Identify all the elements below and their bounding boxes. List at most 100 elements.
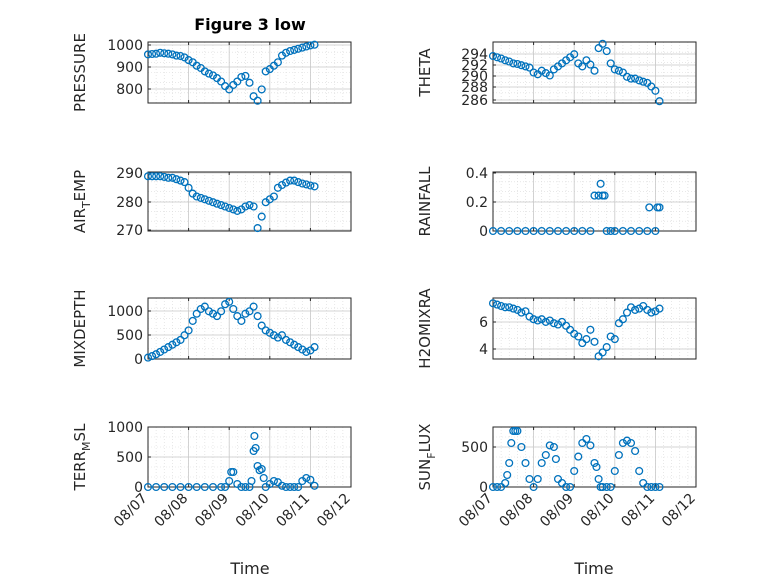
- data-point: [488, 51, 498, 61]
- data-point: [160, 172, 169, 181]
- y-tick-label: 0: [479, 480, 488, 496]
- data-point: [229, 205, 238, 214]
- data-point: [286, 338, 295, 347]
- data-point: [286, 176, 295, 185]
- data-point: [152, 49, 161, 58]
- data-point: [148, 352, 157, 361]
- data-point: [566, 482, 575, 492]
- data-point: [602, 482, 611, 492]
- data-point: [277, 481, 287, 490]
- data-point: [590, 191, 599, 200]
- data-point: [505, 226, 514, 236]
- data-point: [241, 71, 250, 80]
- data-point: [143, 353, 153, 362]
- data-point: [204, 69, 213, 78]
- y-tick-label: 900: [116, 60, 143, 76]
- data-point: [225, 297, 234, 306]
- data-point: [570, 226, 579, 236]
- y-axis-label: TERRMSL: [71, 423, 93, 492]
- y-tick-label: 270: [116, 223, 143, 239]
- data-point: [298, 179, 307, 188]
- major-grid: [493, 298, 696, 359]
- data-point: [294, 44, 303, 53]
- axes-box: [492, 41, 697, 104]
- data-point: [180, 178, 189, 187]
- data-point: [553, 226, 563, 236]
- data-point: [253, 312, 262, 321]
- data-point: [229, 467, 238, 477]
- data-point: [602, 343, 611, 352]
- data-point: [168, 340, 177, 349]
- major-grid: [148, 298, 351, 360]
- data-point: [204, 196, 213, 205]
- data-point: [148, 49, 157, 59]
- y-tick-label: 0.2: [466, 195, 488, 211]
- subplot-5: 0 500 1000 MIXDEPTH: [71, 289, 352, 368]
- data-point: [241, 202, 250, 211]
- data-point: [237, 72, 246, 82]
- data-point: [562, 226, 571, 236]
- data-point: [614, 66, 623, 75]
- data-point: [545, 226, 554, 236]
- data-point: [152, 350, 161, 359]
- data-point: [578, 339, 587, 348]
- data-point: [635, 226, 644, 236]
- data-point: [200, 195, 209, 204]
- data-point: [302, 347, 311, 356]
- data-point: [281, 482, 291, 492]
- data-point: [501, 56, 510, 65]
- y-tick-label: 286: [461, 93, 488, 109]
- data-point: [176, 176, 185, 185]
- data-point: [553, 320, 563, 329]
- data-point: [253, 96, 262, 105]
- data-point: [208, 198, 218, 207]
- data-point: [598, 348, 607, 357]
- data-point: [541, 450, 550, 460]
- data-point: [606, 59, 615, 68]
- data-point: [488, 226, 498, 236]
- data-point: [245, 78, 254, 87]
- data-point: [310, 182, 319, 191]
- data-point: [594, 44, 603, 53]
- data-point: [513, 426, 522, 436]
- data-point: [626, 226, 636, 236]
- data-point: [537, 458, 546, 468]
- data-series: [488, 179, 664, 236]
- data-point: [655, 97, 664, 106]
- data-point: [148, 172, 157, 181]
- y-tick-label: 280: [116, 195, 143, 211]
- y-tick-label: 500: [116, 328, 143, 344]
- data-point: [217, 307, 226, 316]
- data-point: [257, 85, 266, 94]
- data-point: [245, 307, 254, 316]
- data-point: [184, 56, 193, 65]
- data-point: [221, 300, 230, 309]
- axes-box: [147, 41, 352, 104]
- data-point: [533, 316, 542, 325]
- data-point: [570, 50, 579, 59]
- data-point: [507, 438, 516, 448]
- data-point: [225, 203, 234, 213]
- axes-box: [492, 426, 697, 488]
- data-point: [176, 51, 185, 61]
- data-point: [212, 199, 222, 208]
- data-point: [529, 226, 538, 236]
- data-point: [306, 475, 315, 484]
- data-point: [631, 305, 640, 314]
- data-point: [618, 315, 627, 324]
- data-point: [578, 226, 587, 236]
- data-point: [505, 458, 514, 468]
- data-point: [290, 482, 299, 492]
- data-point: [655, 482, 664, 492]
- data-point: [217, 77, 226, 86]
- data-point: [600, 191, 609, 200]
- data-point: [635, 76, 644, 85]
- data-point: [281, 178, 291, 187]
- data-point: [249, 202, 258, 211]
- data-point: [168, 173, 177, 182]
- data-point: [310, 343, 319, 352]
- data-point: [618, 68, 627, 77]
- axes-box: [492, 297, 697, 360]
- data-point: [208, 482, 218, 492]
